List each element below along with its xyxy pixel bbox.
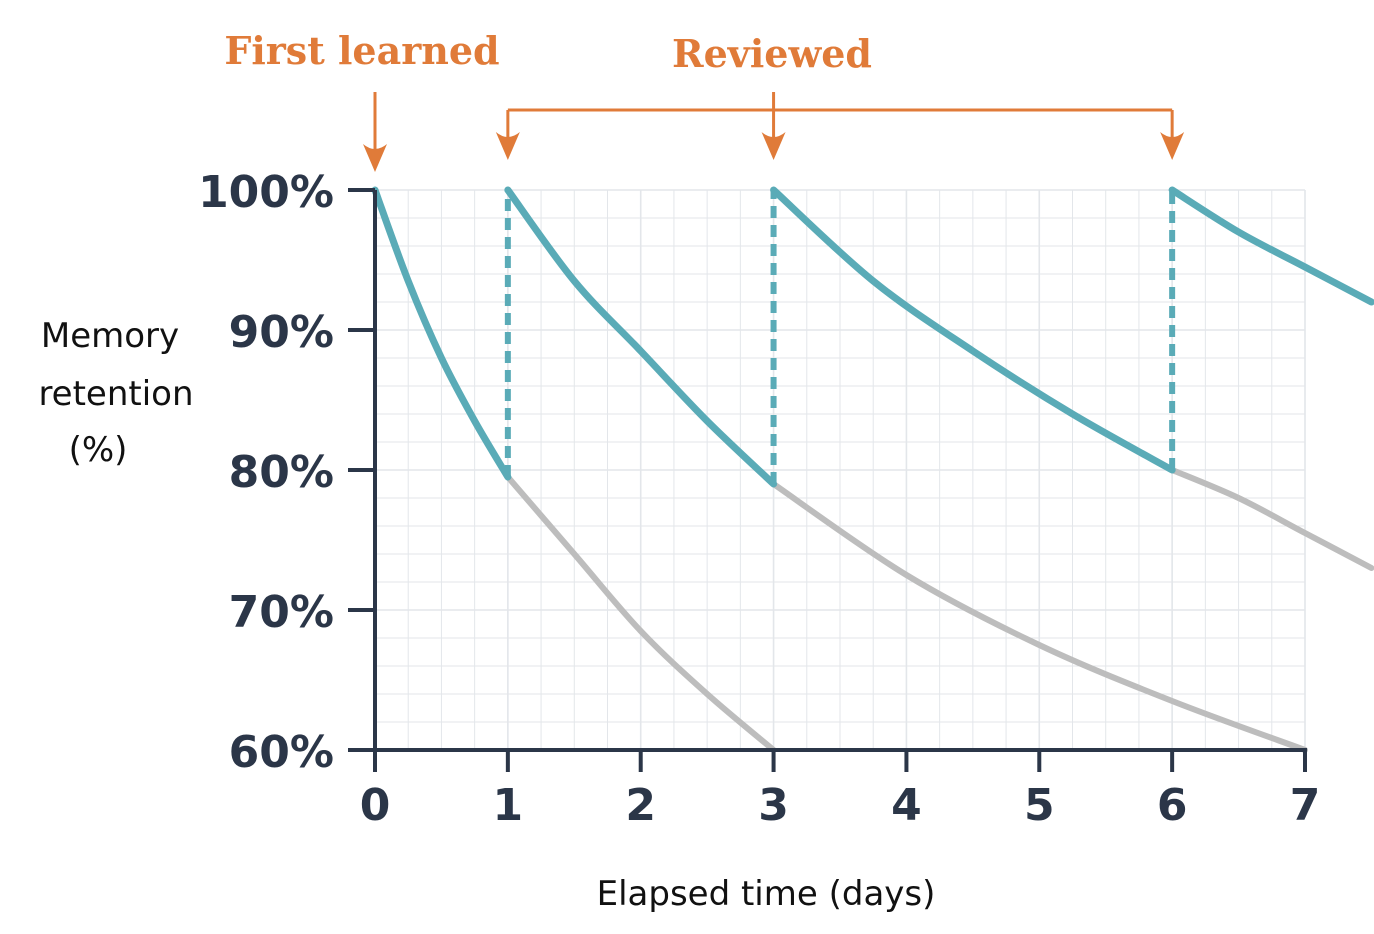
x-tick-label: 2 xyxy=(625,780,656,831)
annotation-arrow-head xyxy=(363,144,387,172)
retention-curve xyxy=(371,186,512,481)
retention-curve xyxy=(504,186,778,488)
reviewed-label: Reviewed xyxy=(672,31,872,76)
x-tick-label: 1 xyxy=(493,780,524,831)
annotation-arrow-head xyxy=(1160,132,1185,160)
x-tick-label: 0 xyxy=(360,780,391,831)
y-tick-label: 60% xyxy=(229,727,334,778)
x-tick-label: 3 xyxy=(758,780,789,831)
annotations: First learned Reviewed xyxy=(224,28,1185,172)
annotation-arrow-head xyxy=(761,132,786,160)
series-lines xyxy=(371,186,1374,753)
forgetting-curve xyxy=(770,481,1308,753)
forgetting-curve xyxy=(1169,467,1374,571)
y-tick-label: 90% xyxy=(229,307,334,358)
y-tick-label: 80% xyxy=(229,447,334,498)
x-tick-label: 5 xyxy=(1024,780,1055,831)
y-axis-title-line-3: (%) xyxy=(69,430,128,470)
retention-curve xyxy=(1168,186,1374,306)
y-axis-title-line-1: Memory xyxy=(41,316,179,356)
forgetting-curve xyxy=(504,474,777,753)
review-drop-lines xyxy=(504,190,1176,484)
y-axis-title: Memory retention (%) xyxy=(38,316,193,470)
y-tick-label: 100% xyxy=(198,167,334,218)
tick-labels: 60% 70% 80% 90% 100% 0 1 2 3 4 5 6 7 xyxy=(198,167,1320,831)
x-tick-label: 6 xyxy=(1157,780,1188,831)
axes xyxy=(348,188,1307,772)
y-axis-title-line-2: retention xyxy=(38,374,193,414)
x-tick-label: 7 xyxy=(1290,780,1321,831)
x-tick-label: 4 xyxy=(891,780,922,831)
y-tick-label: 70% xyxy=(229,587,334,638)
retention-curve xyxy=(770,186,1176,474)
first-learned-label: First learned xyxy=(224,28,499,73)
x-axis-title: Elapsed time (days) xyxy=(597,874,936,914)
annotation-arrow-head xyxy=(495,132,520,160)
